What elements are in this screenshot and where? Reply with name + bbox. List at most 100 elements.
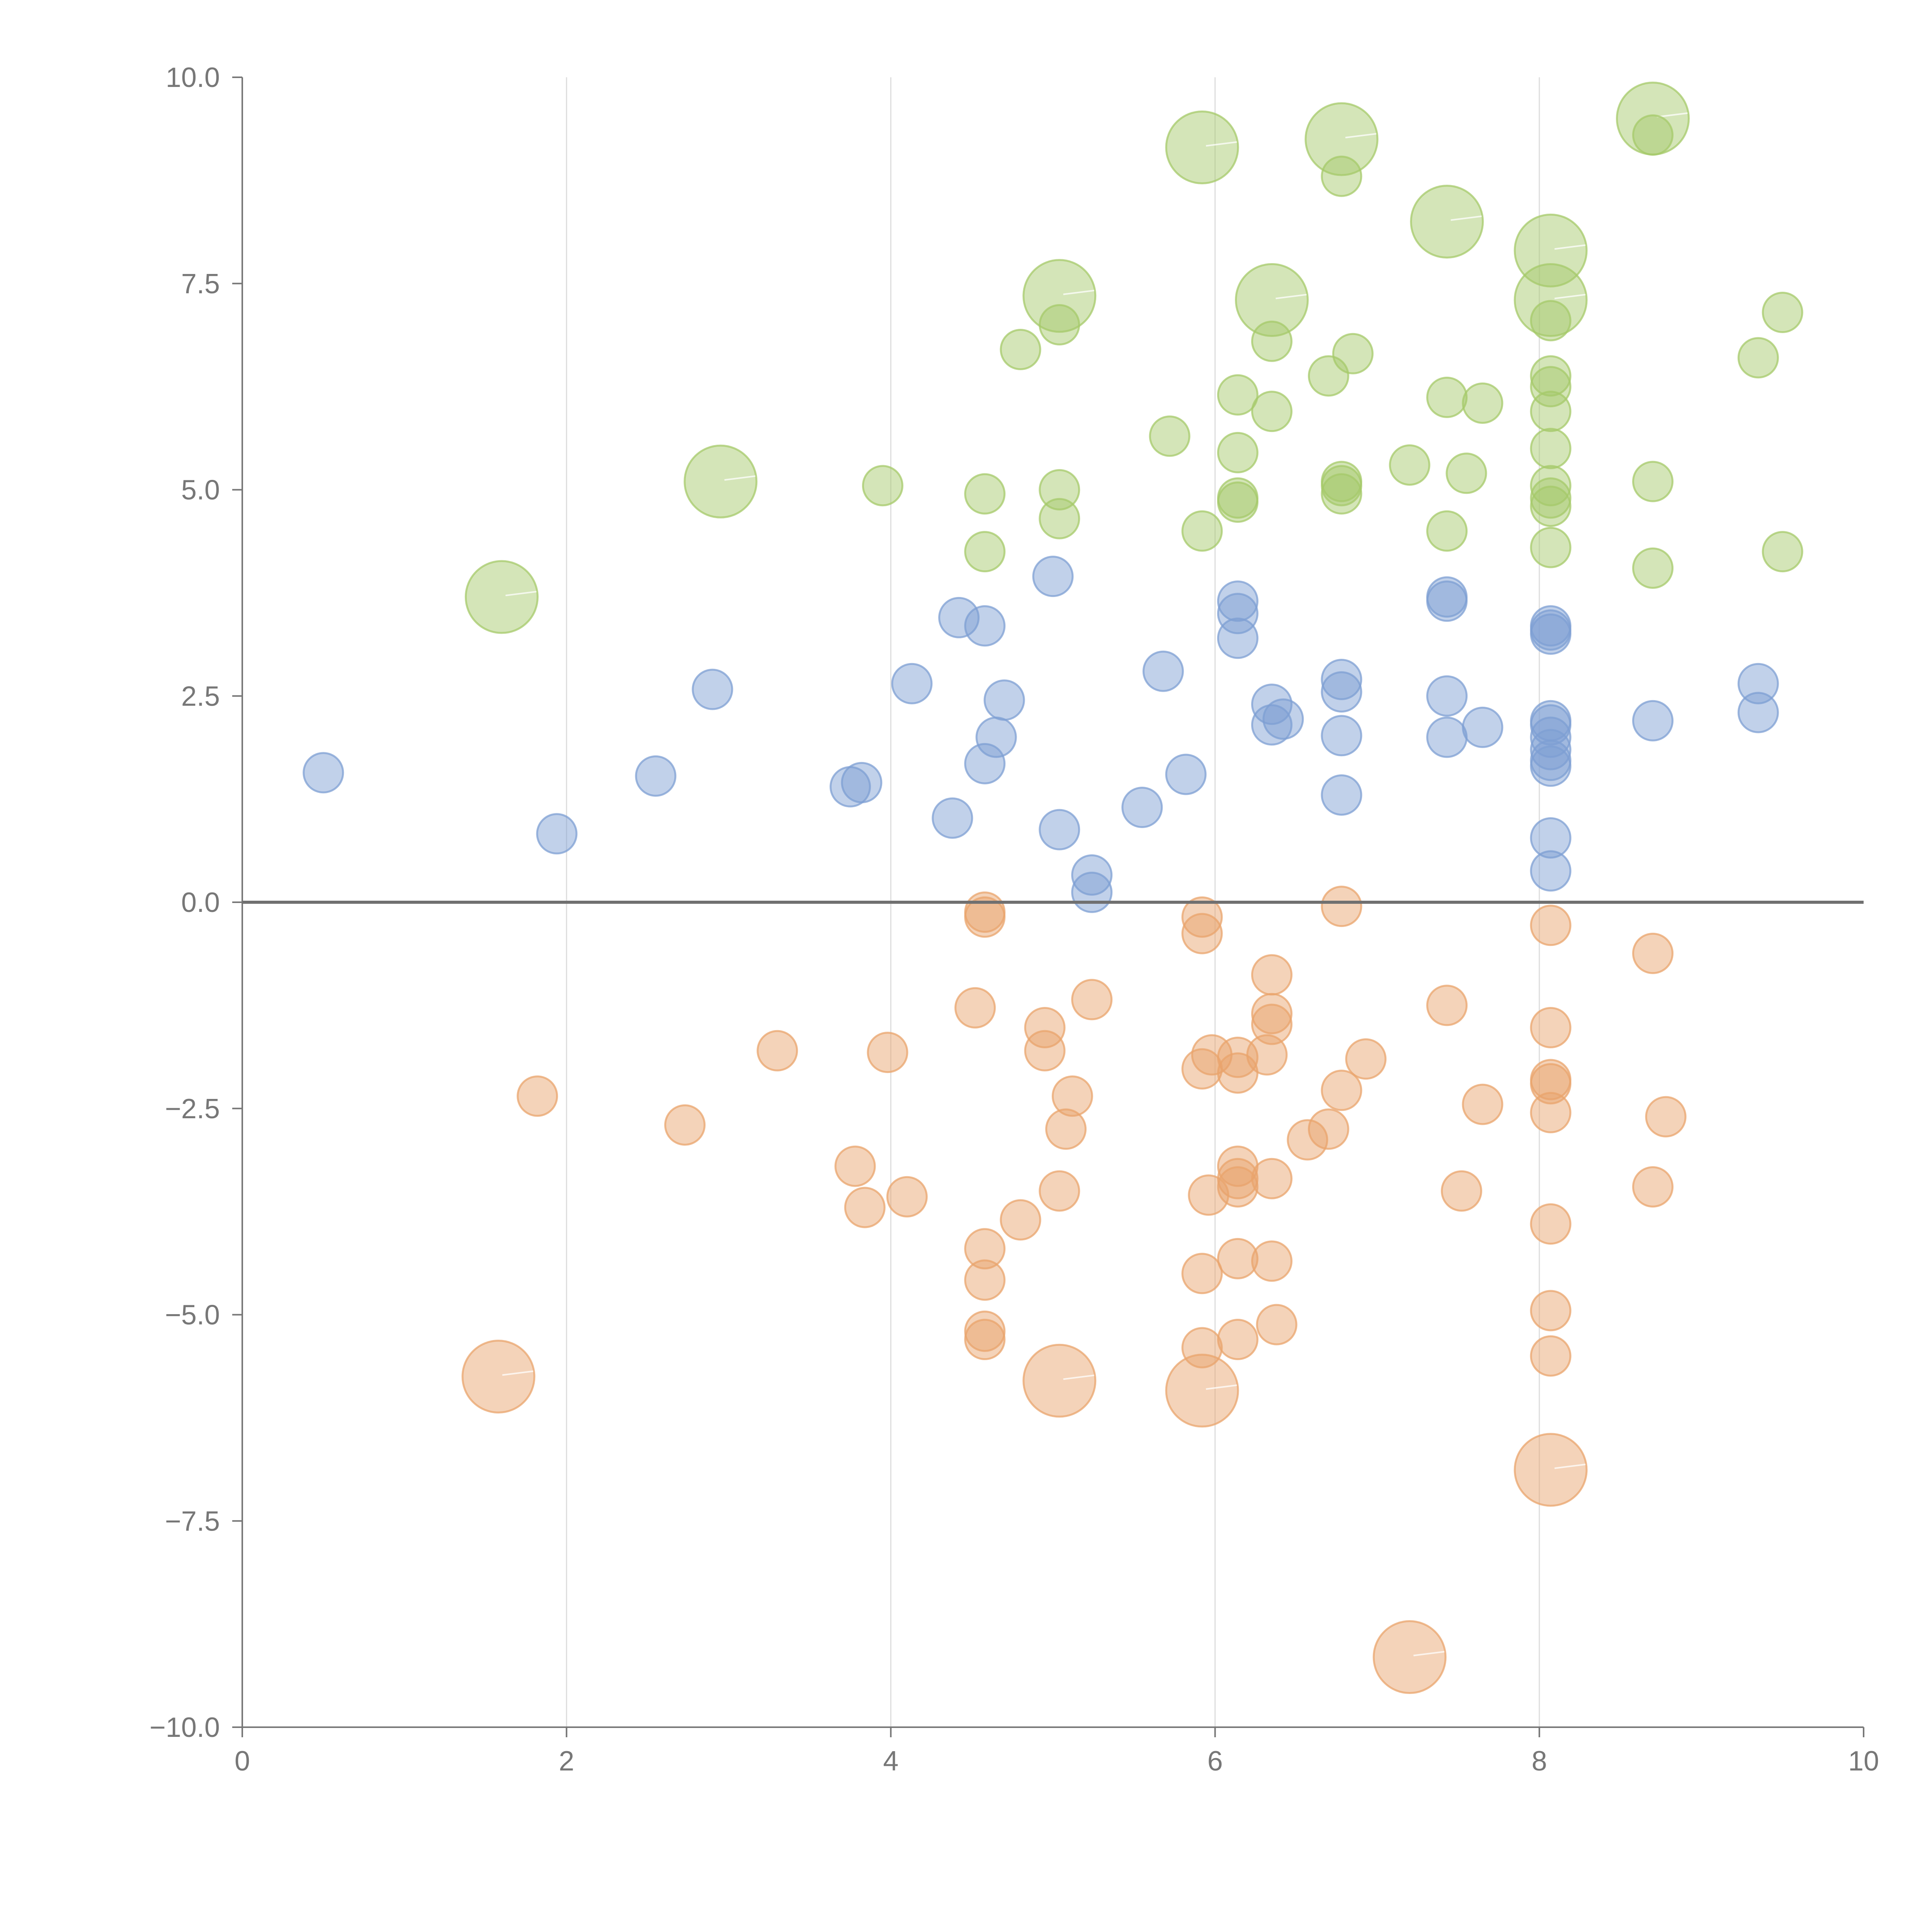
bubble-orange-13[interactable]	[1024, 1007, 1066, 1049]
bubble-blue-30[interactable]	[975, 716, 1017, 758]
bubble-orange-31[interactable]	[1645, 1096, 1687, 1138]
bubble-green-29[interactable]	[1446, 452, 1487, 494]
bubble-green-39[interactable]	[1530, 485, 1571, 527]
bubble-orange-26[interactable]	[1321, 1070, 1362, 1111]
bubble-orange-22[interactable]	[1181, 1048, 1223, 1090]
bubble-green-8[interactable]	[1235, 263, 1309, 337]
bubble-blue-24[interactable]	[1530, 704, 1571, 746]
bubble-blue-40[interactable]	[1321, 774, 1362, 816]
bubble-blue-35[interactable]	[303, 752, 344, 794]
bubble-blue-33[interactable]	[1530, 745, 1571, 787]
bubble-blue-37[interactable]	[1165, 753, 1207, 795]
bubble-green-47[interactable]	[1530, 527, 1571, 568]
bubble-orange-51[interactable]	[1251, 1240, 1293, 1282]
bubble-green-27[interactable]	[1530, 428, 1571, 469]
bubble-blue-5[interactable]	[938, 597, 980, 638]
bubble-orange-40[interactable]	[1251, 1158, 1293, 1199]
bubble-blue-4[interactable]	[1426, 580, 1468, 622]
bubble-orange-54[interactable]	[1530, 1290, 1571, 1332]
bubble-orange-44[interactable]	[1188, 1174, 1230, 1216]
bubble-orange-3[interactable]	[1321, 886, 1362, 927]
bubble-blue-34[interactable]	[964, 743, 1006, 784]
bubble-orange-55[interactable]	[1256, 1304, 1298, 1345]
bubble-blue-26[interactable]	[1632, 700, 1674, 742]
bubble-blue-41[interactable]	[1121, 786, 1163, 828]
bubble-orange-21[interactable]	[1345, 1038, 1387, 1080]
bubble-orange-30[interactable]	[1530, 1092, 1571, 1133]
bubble-green-10[interactable]	[1530, 300, 1571, 342]
bubble-orange-16[interactable]	[867, 1032, 908, 1073]
bubble-orange-9[interactable]	[954, 987, 996, 1029]
bubble-green-32[interactable]	[1039, 469, 1080, 510]
bubble-blue-39[interactable]	[830, 766, 871, 808]
bubble-orange-42[interactable]	[1440, 1170, 1482, 1212]
bubble-orange-1[interactable]	[964, 896, 1006, 938]
bubble-green-21[interactable]	[1426, 376, 1468, 418]
bubble-orange-58[interactable]	[964, 1319, 1006, 1361]
bubble-green-16[interactable]	[1308, 355, 1349, 397]
bubble-green-28[interactable]	[1389, 444, 1430, 486]
bubble-orange-7[interactable]	[1251, 954, 1293, 996]
bubble-orange-8[interactable]	[1071, 979, 1113, 1020]
bubble-orange-41[interactable]	[1039, 1170, 1080, 1212]
bubble-orange-35[interactable]	[1287, 1119, 1328, 1161]
bubble-blue-47[interactable]	[1071, 854, 1113, 896]
bubble-blue-12[interactable]	[692, 668, 733, 710]
bubble-blue-22[interactable]	[1462, 706, 1503, 748]
bubble-green-17[interactable]	[1530, 355, 1571, 397]
bubble-orange-47[interactable]	[1000, 1199, 1041, 1241]
bubble-blue-44[interactable]	[536, 813, 578, 855]
bubble-green-20[interactable]	[1217, 374, 1259, 416]
bubble-blue-10[interactable]	[1217, 617, 1259, 659]
bubble-green-50[interactable]	[464, 560, 539, 634]
bubble-blue-20[interactable]	[1262, 698, 1304, 740]
bubble-blue-1[interactable]	[1217, 580, 1259, 622]
bubble-orange-15[interactable]	[757, 1030, 798, 1071]
bubble-blue-31[interactable]	[1530, 729, 1571, 770]
bubble-orange-2[interactable]	[1181, 896, 1223, 938]
bubble-green-46[interactable]	[964, 531, 1006, 573]
bubble-green-36[interactable]	[1321, 473, 1362, 515]
bubble-green-19[interactable]	[1737, 337, 1779, 379]
bubble-orange-29[interactable]	[1462, 1083, 1503, 1125]
bubble-green-42[interactable]	[1217, 481, 1259, 523]
bubble-orange-14[interactable]	[1530, 1007, 1571, 1049]
bubble-green-30[interactable]	[684, 444, 758, 519]
bubble-orange-6[interactable]	[1632, 932, 1674, 974]
bubble-blue-15[interactable]	[1321, 671, 1362, 713]
bubble-blue-6[interactable]	[964, 605, 1006, 647]
bubble-blue-16[interactable]	[1737, 663, 1779, 704]
bubble-orange-62[interactable]	[1022, 1344, 1097, 1418]
bubble-blue-2[interactable]	[1217, 593, 1259, 634]
bubble-orange-46[interactable]	[844, 1187, 886, 1228]
bubble-orange-27[interactable]	[517, 1075, 558, 1117]
bubble-green-2[interactable]	[1165, 110, 1239, 184]
bubble-orange-59[interactable]	[1181, 1327, 1223, 1369]
bubble-orange-32[interactable]	[664, 1104, 706, 1146]
bubble-green-3[interactable]	[1304, 102, 1379, 176]
bubble-orange-23[interactable]	[1217, 1052, 1259, 1094]
bubble-green-44[interactable]	[1181, 510, 1223, 552]
bubble-orange-57[interactable]	[1217, 1319, 1259, 1361]
bubble-orange-63[interactable]	[1165, 1354, 1239, 1428]
bubble-green-1[interactable]	[1632, 114, 1674, 156]
bubble-orange-43[interactable]	[1632, 1166, 1674, 1208]
bubble-green-18[interactable]	[1530, 366, 1571, 408]
bubble-blue-9[interactable]	[1530, 613, 1571, 655]
bubble-blue-43[interactable]	[1039, 809, 1080, 850]
bubble-green-11[interactable]	[1762, 291, 1803, 333]
bubble-blue-27[interactable]	[1737, 692, 1779, 733]
bubble-green-7[interactable]	[1022, 259, 1097, 333]
bubble-blue-21[interactable]	[1251, 704, 1293, 746]
bubble-orange-5[interactable]	[1181, 913, 1223, 954]
bubble-blue-17[interactable]	[1426, 675, 1468, 717]
bubble-orange-33[interactable]	[1045, 1108, 1087, 1150]
bubble-orange-10[interactable]	[1426, 985, 1468, 1026]
bubble-orange-4[interactable]	[1530, 905, 1571, 946]
bubble-orange-25[interactable]	[1530, 1063, 1571, 1105]
bubble-orange-64[interactable]	[1514, 1433, 1588, 1507]
bubble-blue-11[interactable]	[1142, 650, 1184, 692]
bubble-orange-49[interactable]	[964, 1228, 1006, 1270]
bubble-orange-53[interactable]	[964, 1259, 1006, 1301]
bubble-green-40[interactable]	[1632, 461, 1674, 502]
